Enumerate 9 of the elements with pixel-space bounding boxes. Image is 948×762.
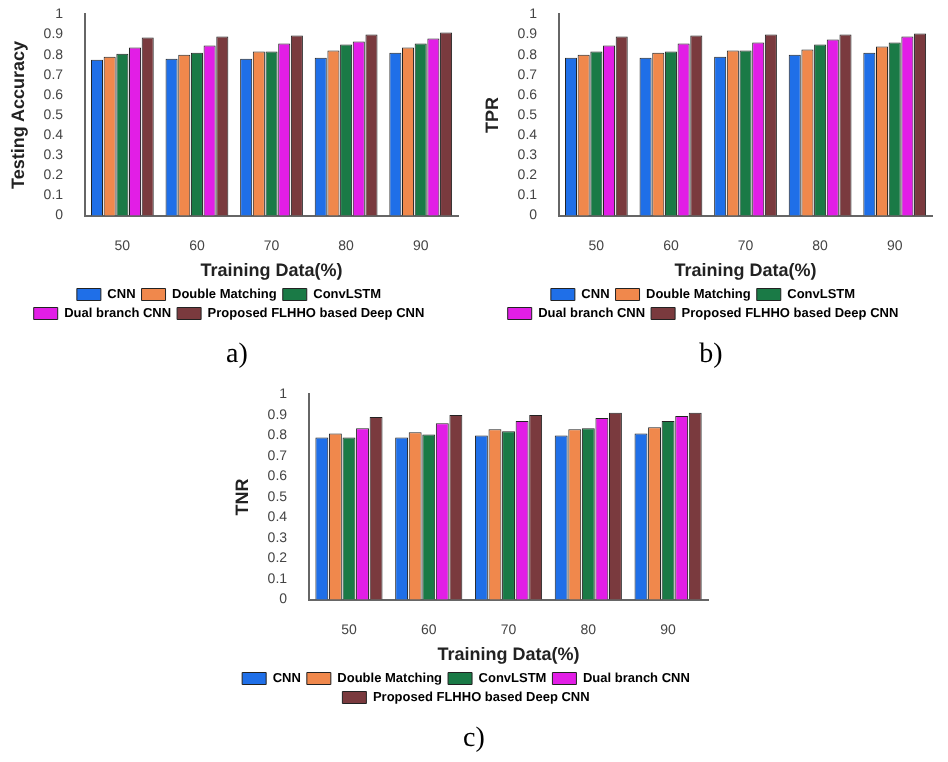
x-axis-title: Training Data(%) — [437, 644, 580, 665]
text: c) — [461, 724, 487, 756]
x-axis-title: Training Data(%) — [200, 260, 343, 281]
text: a) — [224, 340, 250, 372]
x-axis-title: Training Data(%) — [674, 260, 817, 281]
text: b) — [697, 340, 725, 372]
y-axis-title: TPR — [481, 96, 502, 133]
y-axis-title: TNR — [231, 477, 252, 516]
y-axis-title: Testing Accuracy — [7, 40, 28, 190]
